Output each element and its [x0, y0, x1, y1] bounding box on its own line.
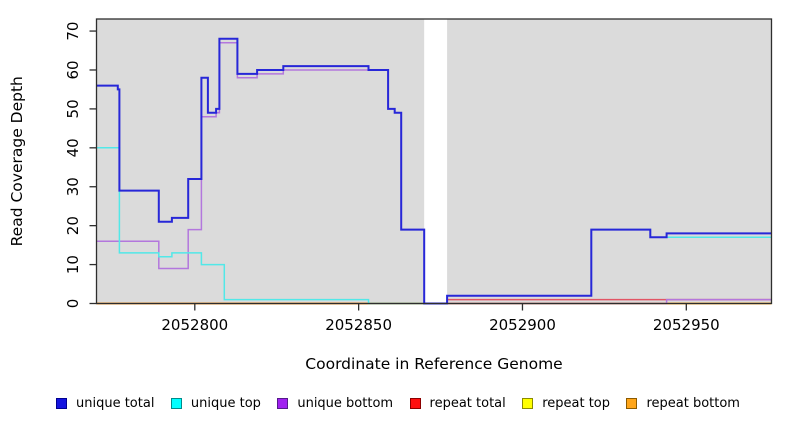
legend-swatch-icon — [56, 398, 67, 409]
legend-label: repeat top — [542, 396, 610, 411]
y-tick-label: 50 — [64, 99, 82, 118]
y-tick-label: 40 — [64, 138, 82, 157]
legend-item-repeat-top: repeat top — [522, 396, 610, 411]
x-tick-label: 2052900 — [489, 316, 556, 334]
legend-item-repeat-bottom: repeat bottom — [626, 396, 740, 411]
y-tick-label: 70 — [64, 22, 82, 41]
x-tick-label: 2052800 — [161, 316, 228, 334]
plot-box — [95, 18, 773, 305]
legend-label: repeat total — [429, 396, 506, 411]
legend-swatch-icon — [170, 398, 182, 409]
y-tick-label: 10 — [64, 255, 82, 274]
legend-label: unique bottom — [297, 396, 394, 411]
y-axis-title: Read Coverage Depth — [8, 76, 26, 246]
legend-swatch-icon — [522, 398, 534, 409]
legend-swatch-icon — [277, 398, 289, 409]
legend-label: repeat bottom — [646, 396, 740, 411]
y-tick-label: 0 — [64, 299, 82, 309]
legend-swatch-icon — [409, 398, 421, 409]
legend-item-unique-top: unique top — [170, 396, 261, 411]
chart-svg: 2052800 2052850 2052900 2052950 0 10 20 30 40 50 6… — [8, 18, 773, 373]
x-axis-title: Coordinate in Reference Genome — [305, 355, 562, 373]
y-tick-label: 30 — [64, 177, 82, 196]
legend-item-unique-total: unique total — [56, 396, 154, 411]
legend-item-repeat-total: repeat total — [409, 396, 506, 411]
legend-label: unique total — [76, 396, 155, 411]
y-tick-label: 20 — [64, 216, 82, 235]
legend-swatch-icon — [626, 398, 638, 409]
y-tick-label: 60 — [64, 60, 82, 79]
series-line-unique-total — [96, 37, 772, 305]
x-tick-label: 2052850 — [325, 316, 392, 334]
legend-label: unique top — [190, 396, 261, 411]
legend-item-unique-bottom: unique bottom — [277, 396, 393, 411]
chart-legend: unique total unique top unique bottom repea… — [0, 396, 792, 411]
x-tick-label: 2052950 — [653, 316, 720, 334]
coverage-gap-band — [424, 19, 448, 304]
